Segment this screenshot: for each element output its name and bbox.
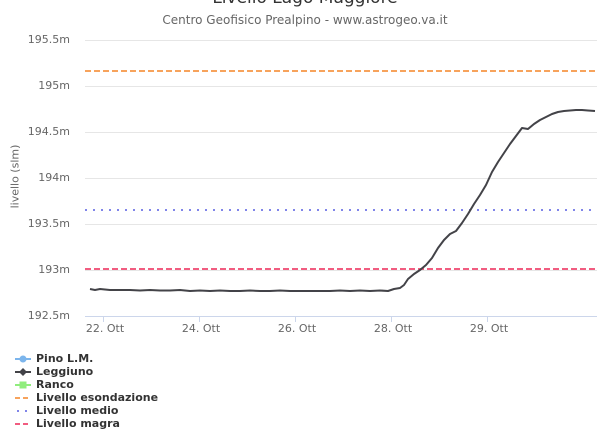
x-axis-ticks [103,316,488,322]
chart-subtitle: Centro Geofisico Prealpino - www.astroge… [162,13,448,27]
y-tick: 193.5m [27,217,70,230]
y-tick: 194m [38,171,70,184]
legend-item-pino[interactable]: Pino L.M. [14,352,158,365]
chart-title: Livello Lago Maggiore [0,0,610,8]
dotted-line-icon [17,409,31,412]
legend-item-livello-medio[interactable]: Livello medio [14,404,158,417]
x-tick: 24. Ott [181,322,221,335]
legend-label: Livello magra [36,417,120,430]
legend-label: Ranco [36,378,74,391]
x-tick: 29. Ott [469,322,509,335]
circle-marker-icon [15,355,31,362]
y-tick: 195m [38,79,70,92]
gridlines [85,40,597,271]
y-tick: 192.5m [27,309,70,322]
legend-item-leggiuno[interactable]: Leggiuno [14,365,158,378]
square-marker-icon [15,381,31,388]
x-tick: 28. Ott [373,322,413,335]
legend-label: Livello medio [36,404,119,417]
legend-label: Livello esondazione [36,391,159,404]
dashed-line-icon [15,396,31,399]
y-tick: 193m [38,263,70,276]
x-tick: 22. Ott [85,322,125,335]
legend-item-livello-magra[interactable]: Livello magra [14,417,158,430]
series-leggiuno [89,109,596,292]
dashed-line-icon [15,422,31,425]
legend: Pino L.M. Leggiuno Ranco Livello esondaz… [14,352,158,430]
y-tick: 195.5m [27,33,70,46]
legend-item-ranco[interactable]: Ranco [14,378,158,391]
legend-label: Pino L.M. [36,352,94,365]
legend-label: Leggiuno [36,365,94,378]
x-tick: 26. Ott [277,322,317,335]
diamond-marker-icon [15,367,31,376]
legend-item-livello-esondazione[interactable]: Livello esondazione [14,391,158,404]
y-tick: 194.5m [27,125,70,138]
